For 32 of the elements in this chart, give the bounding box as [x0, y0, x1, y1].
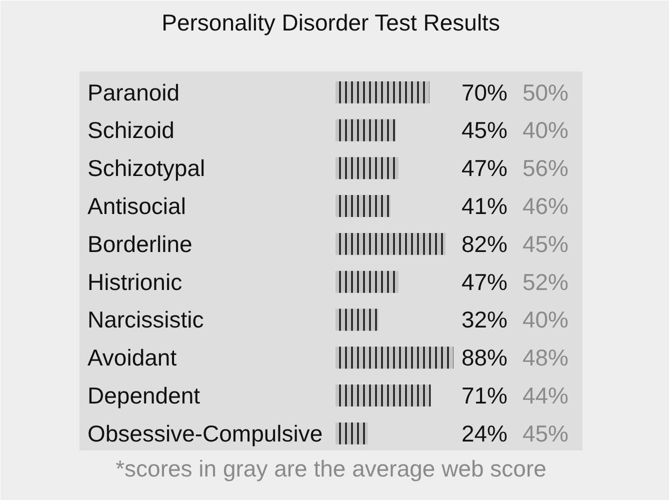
- text: 56%: [522, 155, 569, 182]
- y-tick-label: Schizoid: [88, 117, 174, 144]
- text: 46%: [522, 193, 569, 220]
- y-tick-label: Narcissistic: [88, 306, 204, 333]
- y-tick-label: Obsessive-Compulsive: [88, 420, 323, 446]
- data-label: 32%: [461, 306, 508, 333]
- data-label: 45%: [461, 117, 508, 144]
- data-label: 82%: [461, 230, 508, 257]
- data-label: 88%: [461, 344, 508, 371]
- chart-title: Personality Disorder Test Results: [162, 10, 500, 36]
- y-tick-label: Schizotypal: [88, 155, 206, 182]
- data-label: 70%: [461, 79, 508, 106]
- text: 45%: [522, 420, 569, 446]
- y-tick-label: Avoidant: [88, 344, 178, 371]
- text: 40%: [522, 306, 569, 333]
- text: 44%: [522, 382, 569, 409]
- y-tick-label: Paranoid: [88, 79, 180, 106]
- data-label: 47%: [461, 268, 508, 295]
- data-label: 41%: [461, 193, 508, 220]
- data-label: 24%: [461, 420, 508, 446]
- text: 52%: [522, 268, 569, 295]
- y-tick-label: Antisocial: [88, 193, 186, 220]
- data-label: 71%: [461, 382, 508, 409]
- text: 45%: [522, 230, 569, 257]
- y-tick-label: Borderline: [88, 230, 192, 257]
- text: *scores in gray are the average web score: [116, 456, 546, 482]
- y-tick-label: Histrionic: [88, 268, 182, 295]
- y-tick-label: Dependent: [88, 382, 201, 409]
- data-label: 47%: [461, 155, 508, 182]
- text: 40%: [522, 117, 569, 144]
- text: 50%: [522, 79, 569, 106]
- text: 48%: [522, 344, 569, 371]
